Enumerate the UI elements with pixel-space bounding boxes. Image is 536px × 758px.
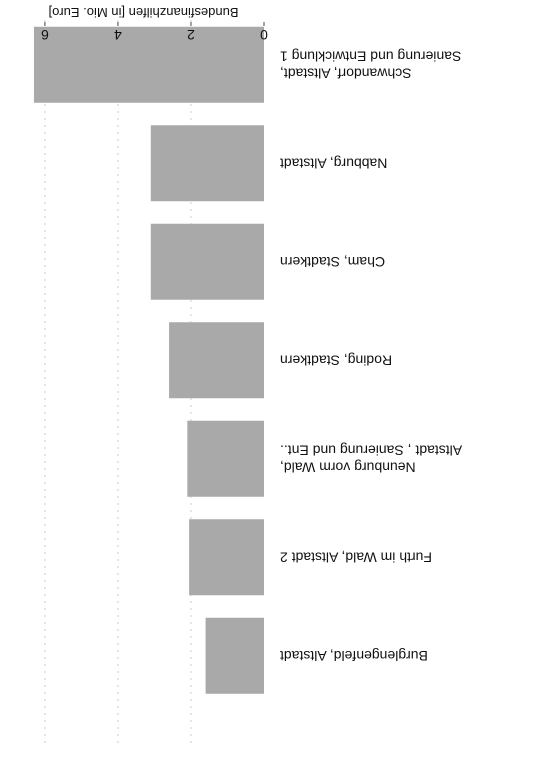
category-label-line: Schwandorf, Altstadt,	[280, 65, 412, 81]
category-label: Neunburg vorm Wald,Altstadt , Sanierung …	[280, 442, 462, 475]
bar	[150, 125, 264, 202]
category-label-line: Cham, Stadtkern	[280, 254, 385, 270]
bars	[33, 26, 264, 694]
axis-label: Bundesfinanzhilfen [in Mio. Euro]	[48, 5, 238, 20]
category-label: Roding, Stadtkern	[280, 352, 392, 368]
chart-rotated-group: Schwandorf, Altstadt,Sanierung und Entwi…	[33, 5, 462, 743]
category-label-line: Furth im Wald, Altstadt 2	[280, 549, 432, 565]
gridlines	[44, 18, 192, 743]
category-label-line: Neunburg vorm Wald,	[280, 459, 416, 475]
bar	[189, 519, 264, 596]
category-label: Furth im Wald, Altstadt 2	[280, 549, 432, 565]
category-label: Schwandorf, Altstadt,Sanierung und Entwi…	[280, 48, 462, 81]
category-label-line: Sanierung und Entwicklung 1	[280, 48, 462, 64]
tick-label: 6	[41, 27, 49, 43]
bar	[187, 420, 264, 497]
bar	[150, 223, 264, 300]
bar	[205, 617, 264, 694]
category-label: Nabburg, Altstadt	[280, 155, 388, 171]
category-label-line: Roding, Stadtkern	[280, 352, 392, 368]
value-axis: 0 2 4 6	[41, 22, 268, 43]
category-label-line: Nabburg, Altstadt	[280, 155, 388, 171]
tick-label: 4	[114, 27, 122, 43]
bar	[169, 322, 264, 399]
category-label: Cham, Stadtkern	[280, 254, 385, 270]
category-label-line: Altstadt , Sanierung und Ent..	[280, 442, 462, 458]
bar	[33, 26, 264, 103]
category-labels: Schwandorf, Altstadt,Sanierung und Entwi…	[280, 48, 462, 664]
tick-label: 0	[260, 27, 268, 43]
category-label: Burglengenfeld, Altstadt	[280, 648, 428, 664]
category-label-line: Burglengenfeld, Altstadt	[280, 648, 428, 664]
tick-label: 2	[187, 27, 195, 43]
